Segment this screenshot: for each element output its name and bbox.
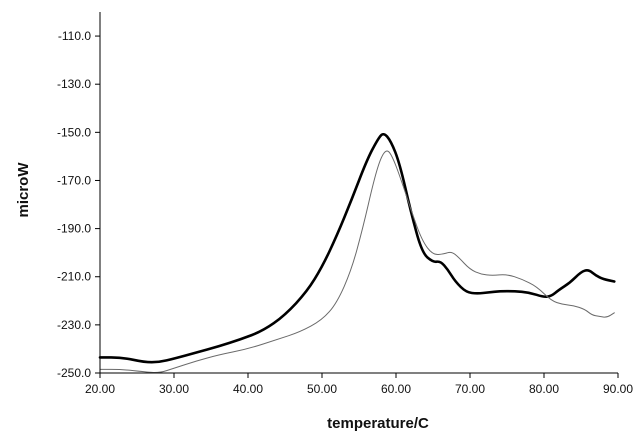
y-axis-title: microW	[15, 162, 32, 218]
x-axis-title: temperature/C	[327, 415, 429, 432]
series-line-thin	[99, 150, 615, 374]
plot-area	[98, 132, 616, 374]
x-tick-label: 40.00	[233, 382, 263, 396]
y-tick-label: -230.0	[57, 318, 91, 332]
x-tick-label: 50.00	[307, 382, 337, 396]
y-tick-label: -250.0	[57, 366, 91, 380]
y-tick-label: -150.0	[57, 125, 91, 139]
tick-labels: -250.0 -230.0 -210.0 -190.0 -170.0 -150.0 -130…	[57, 29, 633, 396]
x-tick-label: 70.00	[455, 382, 485, 396]
series-line-thick	[98, 132, 616, 364]
axes	[95, 12, 619, 378]
y-tick-label: -110.0	[58, 29, 91, 43]
y-tick-label: -190.0	[57, 222, 91, 236]
x-tick-label: 20.00	[85, 382, 115, 396]
y-tick-label: -210.0	[57, 270, 91, 284]
x-tick-label: 80.00	[529, 382, 559, 396]
y-tick-label: -170.0	[57, 173, 91, 187]
x-tick-label: 60.00	[381, 382, 411, 396]
x-tick-label: 30.00	[159, 382, 189, 396]
x-tick-label: 90.00	[603, 382, 633, 396]
y-tick-label: -130.0	[57, 77, 91, 91]
